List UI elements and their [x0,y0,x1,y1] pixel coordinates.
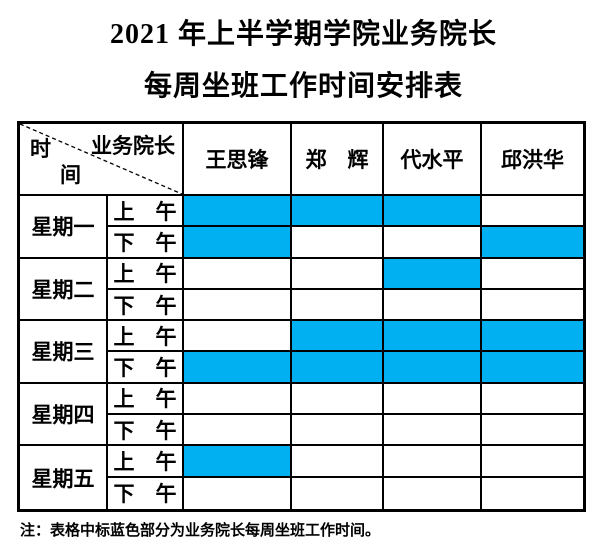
schedule-cell [292,383,384,416]
schedule-cell [482,446,583,478]
corner-time-label-top: 时 [30,137,51,161]
schedule-cell [482,383,583,416]
session-label-label: 下 午 [113,418,177,443]
schedule-cell [292,415,384,447]
corner-diagonal-line [20,124,182,194]
schedule-cell [384,383,482,416]
schedule-cell [384,321,482,353]
day-label-4-label: 星期四 [31,403,95,428]
day-label-5-label: 星期五 [31,466,95,491]
dean-name-3-label: 代水平 [400,148,464,172]
schedule-cell [184,446,292,478]
schedule-cell [384,258,482,290]
footnote: 注：表格中标蓝色部分为业务院长每周坐班工作时间。 [20,523,381,539]
schedule-table: 业务院长时间王思锋郑 辉代水平 邱洪华 星期一上 午下 午星期二上 午下 午星期三上… [17,121,586,512]
schedule-cell [482,289,583,322]
schedule-cell [184,383,292,416]
session-label-label: 下 午 [113,230,177,255]
session-label: 下 午 [108,477,184,509]
day-label-4: 星期四 [20,383,108,447]
schedule-cell [482,321,583,353]
schedule-cell [482,415,583,447]
session-label: 上 午 [108,258,184,290]
schedule-cell [384,446,482,478]
schedule-cell [384,227,482,259]
dean-name-4: 邱洪华 [482,124,583,196]
session-label-label: 上 午 [113,450,177,475]
schedule-cell [184,289,292,322]
day-label-5: 星期五 [20,446,108,509]
day-label-3-label: 星期三 [31,340,95,365]
day-label-2-label: 星期二 [31,277,95,302]
day-label-1: 星期一 [20,196,108,259]
dean-name-1-label: 王思锋 [205,148,269,172]
schedule-cell [292,446,384,478]
day-label-2: 星期二 [20,258,108,322]
session-label-label: 下 午 [113,482,177,507]
schedule-cell [384,415,482,447]
session-label: 上 午 [108,383,184,416]
dean-name-2: 郑 辉 [292,124,384,196]
schedule-cell [292,227,384,259]
page-subtitle: 每周坐班工作时间安排表 [143,71,463,102]
schedule-cell [292,258,384,290]
schedule-cell [384,289,482,322]
schedule-cell [184,352,292,384]
dean-name-4-label: 邱洪华 [501,148,564,172]
schedule-cell [482,352,583,384]
day-label-1-label: 星期一 [31,215,95,240]
schedule-cell [184,196,292,228]
schedule-cell [184,321,292,353]
corner-deans-label: 业务院长 [91,134,175,158]
session-label: 上 午 [108,446,184,478]
schedule-cell [292,321,384,353]
session-label-label: 下 午 [113,356,177,381]
schedule-cell [292,196,384,228]
schedule-cell [482,477,583,509]
session-label-label: 上 午 [113,199,177,224]
session-label-label: 上 午 [113,262,177,287]
dean-name-1: 王思锋 [184,124,292,196]
schedule-cell [184,415,292,447]
session-label: 下 午 [108,227,184,259]
session-label-label: 下 午 [113,293,177,318]
schedule-cell [292,352,384,384]
dean-name-2-label: 郑 辉 [305,148,369,172]
dean-name-3: 代水平 [384,124,482,196]
session-label-label: 上 午 [113,387,177,412]
corner-time-label-bottom: 间 [60,163,81,187]
session-label: 上 午 [108,321,184,353]
day-label-3: 星期三 [20,321,108,384]
session-label: 下 午 [108,352,184,384]
corner-cell: 业务院长 时间 [20,124,184,196]
page-title: 2021 年上半学期学院业务院长 [109,19,497,50]
schedule-cell [184,227,292,259]
schedule-cell [482,196,583,228]
schedule-cell [184,477,292,509]
session-label: 上 午 [108,196,184,228]
schedule-cell [384,196,482,228]
schedule-cell [482,258,583,290]
session-label: 下 午 [108,289,184,322]
schedule-cell [292,477,384,509]
schedule-cell [384,477,482,509]
schedule-cell [384,352,482,384]
session-label-label: 上 午 [113,324,177,349]
schedule-cell [184,258,292,290]
schedule-cell [292,289,384,322]
session-label: 下 午 [108,415,184,447]
schedule-cell [482,227,583,259]
